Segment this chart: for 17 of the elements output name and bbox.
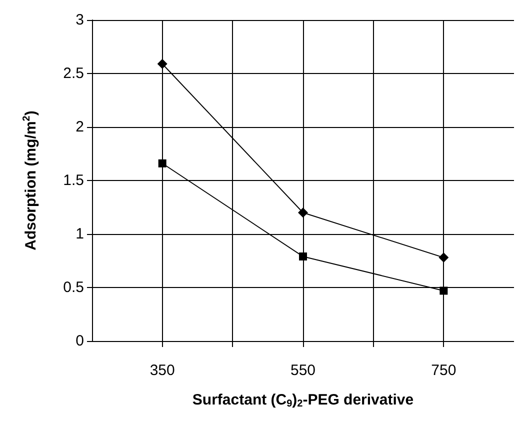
y-tick-label: 0 [76,332,84,350]
y-tick-label: 2.5 [63,65,84,82]
point [440,286,448,295]
point [438,252,449,263]
y-tick-label: 2 [76,118,84,136]
y-tick-label: 1.5 [63,172,84,189]
point [299,252,307,260]
point [157,58,168,69]
y-tick-label: 1 [76,226,84,242]
y-axis-title: Adsorption (mg/m2) [22,110,40,250]
x-tick-label: 550 [290,362,316,379]
y-tick-label: 0.5 [63,279,84,296]
y-tick-label: 3 [76,12,84,28]
x-tick-label: 350 [150,362,175,379]
x-tick-label: 750 [431,362,456,379]
point [298,208,308,218]
point [158,159,166,168]
